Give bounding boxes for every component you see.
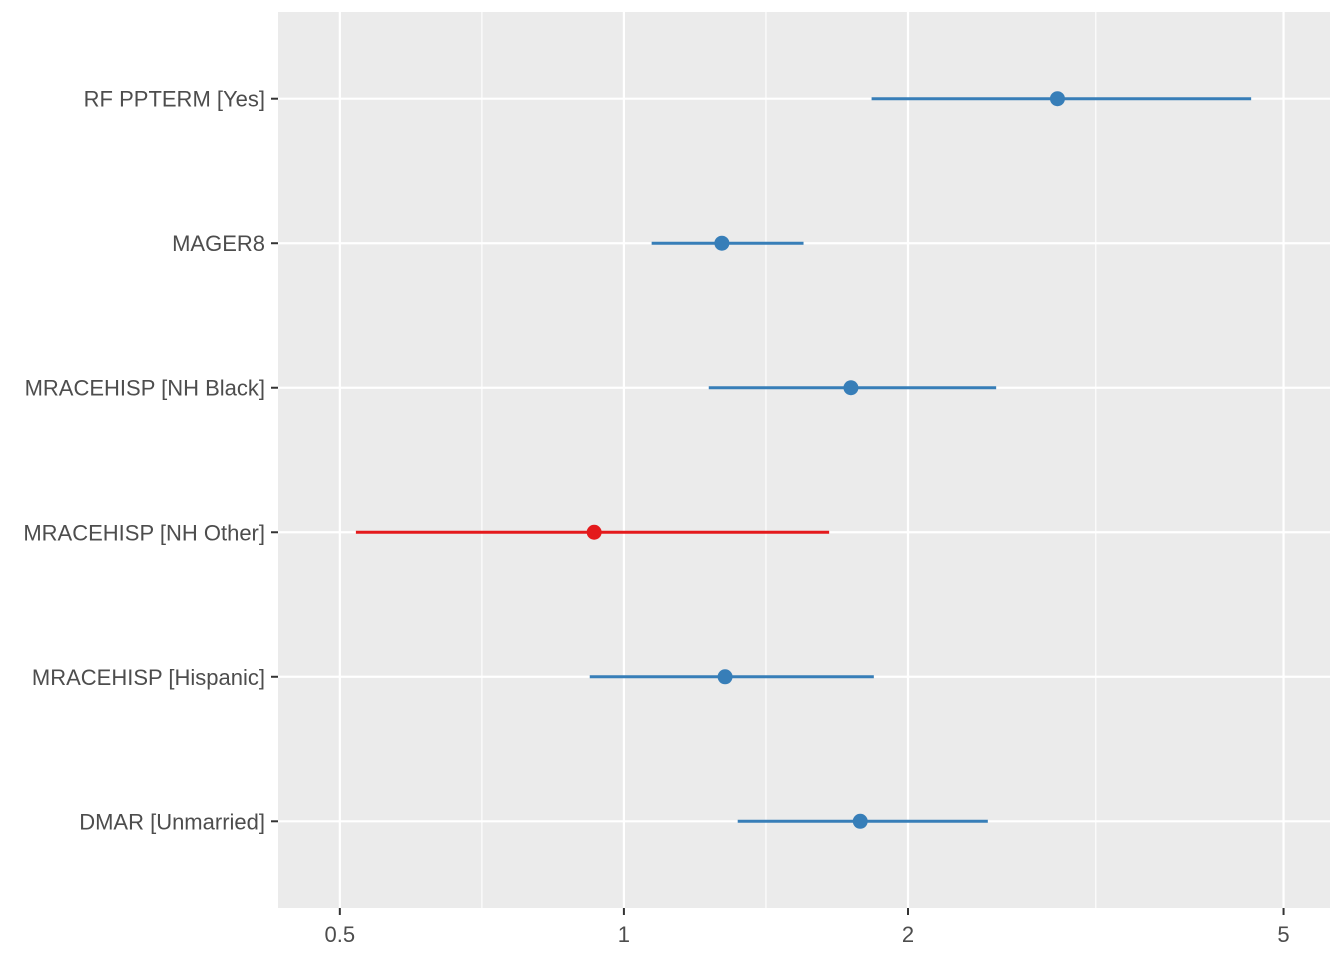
x-tick-label: 0.5 — [325, 922, 356, 947]
estimate-point — [586, 524, 602, 540]
y-tick-label: MAGER8 — [172, 231, 265, 256]
panel-background — [278, 12, 1330, 908]
x-tick-label: 2 — [902, 922, 914, 947]
y-tick-label: MRACEHISP [Hispanic] — [32, 665, 265, 690]
estimate-marks — [355, 91, 1252, 829]
minor-gridlines — [481, 12, 1097, 908]
y-tick-label: MRACEHISP [NH Black] — [25, 376, 265, 401]
y-tick-label: RF PPTERM [Yes] — [84, 87, 265, 112]
x-axis: 0.5 1 2 5 — [325, 908, 1290, 947]
y-tick-label: MRACEHISP [NH Other] — [23, 520, 265, 545]
estimate-point — [717, 669, 733, 685]
estimate-point — [1049, 91, 1065, 107]
estimate-point — [852, 813, 868, 829]
x-tick-label: 1 — [618, 922, 630, 947]
x-tick-label: 5 — [1277, 922, 1289, 947]
estimate-point — [843, 380, 859, 396]
y-axis: RF PPTERM [Yes] MAGER8 MRACEHISP [NH Black… — [23, 87, 278, 834]
y-tick-label: DMAR [Unmarried] — [79, 809, 265, 834]
estimate-point — [714, 235, 730, 251]
